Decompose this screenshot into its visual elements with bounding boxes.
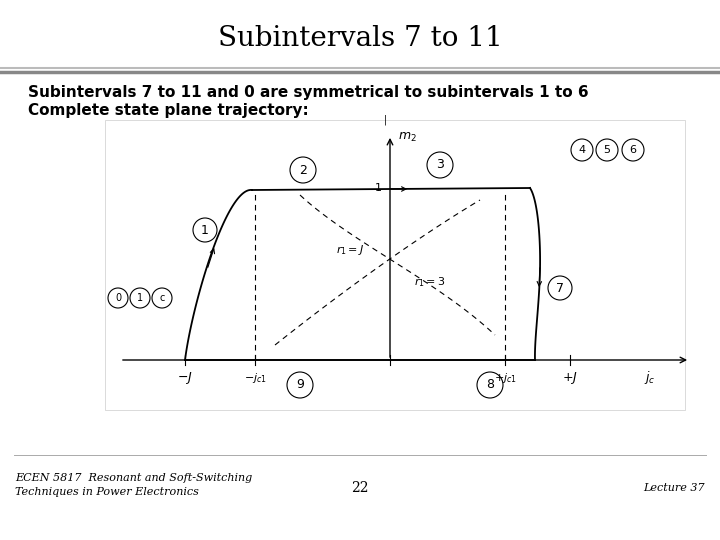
Text: $+j_{c1}$: $+j_{c1}$ — [493, 371, 516, 385]
Text: $+J$: $+J$ — [562, 370, 578, 386]
Text: 1: 1 — [201, 224, 209, 237]
Text: $m_2$: $m_2$ — [398, 131, 417, 144]
Text: $-j_{c1}$: $-j_{c1}$ — [243, 371, 266, 385]
Text: 22: 22 — [351, 481, 369, 495]
Text: Subintervals 7 to 11 and 0 are symmetrical to subintervals 1 to 6: Subintervals 7 to 11 and 0 are symmetric… — [28, 84, 589, 99]
Text: Subintervals 7 to 11: Subintervals 7 to 11 — [217, 24, 503, 51]
Text: 6: 6 — [629, 145, 636, 155]
Text: 1: 1 — [137, 293, 143, 303]
Text: $j_c$: $j_c$ — [644, 369, 656, 387]
Text: 4: 4 — [578, 145, 585, 155]
Text: $r_1 = J$: $r_1 = J$ — [336, 243, 364, 257]
Text: 5: 5 — [603, 145, 611, 155]
Text: 9: 9 — [296, 379, 304, 392]
Text: Lecture 37: Lecture 37 — [644, 483, 705, 493]
Text: c: c — [159, 293, 165, 303]
Text: 2: 2 — [299, 164, 307, 177]
Text: 3: 3 — [436, 159, 444, 172]
Text: $-J$: $-J$ — [177, 370, 193, 386]
Text: Complete state plane trajectory:: Complete state plane trajectory: — [28, 103, 309, 118]
Text: 7: 7 — [556, 281, 564, 294]
Text: ECEN 5817  Resonant and Soft-Switching
Techniques in Power Electronics: ECEN 5817 Resonant and Soft-Switching Te… — [15, 472, 252, 497]
Text: |: | — [383, 115, 387, 125]
Text: 8: 8 — [486, 379, 494, 392]
Text: 0: 0 — [115, 293, 121, 303]
Text: $r_1 = 3$: $r_1 = 3$ — [414, 275, 446, 289]
Text: 1: 1 — [375, 183, 382, 193]
